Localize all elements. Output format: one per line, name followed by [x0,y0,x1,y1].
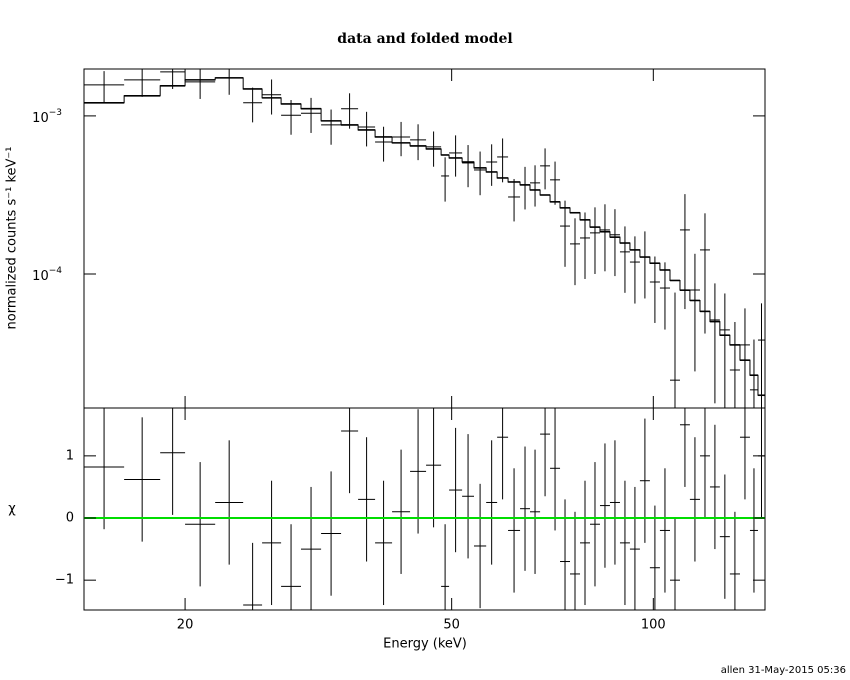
y-tick-label: 1 [66,448,74,463]
y-tick-base: 10 [32,268,49,283]
y-axis-label: χ [8,502,16,517]
axes: 10−310−410−120 50 100 [32,69,765,633]
model-connector [84,77,765,396]
y-tick-label: 10−4 [32,265,62,283]
chart-title: data and folded model [337,31,512,47]
y-tick-label: 10−3 [32,107,62,125]
y-tick-exponent: −4 [49,265,63,275]
y-tick-exponent: −3 [49,107,62,117]
footer: allen 31-May-2015 05:36 [721,665,846,676]
x-axis-label: Energy (keV) [383,637,467,652]
x-tick-label: 100 [641,618,666,633]
top-frame [83,68,766,409]
y-axis-label: normalized counts s⁻¹ keV⁻¹ [5,147,20,330]
x-tick-label: 20 [177,618,194,633]
y-tick-label: −1 [55,573,74,588]
y-tick-base: 10 [32,110,49,125]
x-tick-label: 50 [443,618,460,633]
top-panel [84,69,765,408]
y-tick-label: 0 [66,511,74,526]
bottom-frame [83,407,766,611]
bottom-panel [84,408,765,610]
